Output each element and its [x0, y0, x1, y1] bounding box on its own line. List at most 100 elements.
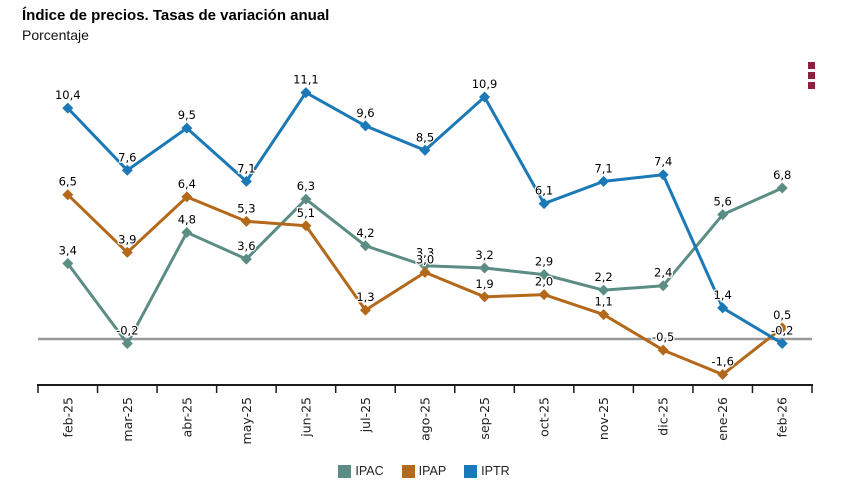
data-label-ipac: 3,2	[475, 248, 493, 262]
data-label-ipac: 6,8	[773, 168, 791, 182]
data-label-ipac: 4,8	[178, 212, 196, 226]
data-point-marker-iptr	[62, 102, 74, 114]
data-point-marker-iptr	[419, 144, 431, 156]
chart-legend: IPAC IPAP IPTR	[0, 464, 848, 478]
data-label-ipap: 6,4	[178, 177, 196, 191]
x-axis-label: ene-26	[715, 397, 730, 441]
data-label-ipac: 2,9	[535, 255, 553, 269]
data-label-iptr: 11,1	[293, 73, 319, 87]
data-point-marker-iptr	[538, 198, 550, 210]
data-label-ipap: 1,1	[594, 295, 612, 309]
legend-label-ipac: IPAC	[355, 464, 384, 478]
data-label-ipap: 3,0	[416, 252, 434, 266]
data-point-marker-ipap	[717, 369, 729, 381]
kebab-dot	[808, 62, 815, 69]
data-label-ipac: 6,3	[297, 179, 315, 193]
x-axis-label: abr-25	[179, 397, 194, 437]
data-label-ipac: -0,2	[116, 323, 138, 337]
x-axis-label: jul-25	[358, 397, 373, 433]
data-point-marker-ipac	[598, 284, 610, 296]
data-label-iptr: 10,4	[55, 88, 81, 102]
x-axis-label: dic-25	[656, 397, 671, 436]
data-label-ipap: -0,5	[652, 330, 674, 344]
data-point-marker-ipac	[776, 182, 788, 194]
kebab-menu-icon[interactable]	[808, 62, 818, 89]
data-label-ipac: 4,2	[356, 226, 374, 240]
kebab-dot	[808, 82, 815, 89]
data-label-ipac: 2,2	[594, 270, 612, 284]
chart-header: Índice de precios. Tasas de variación an…	[22, 6, 329, 45]
data-label-iptr: 7,1	[594, 161, 612, 175]
data-label-ipap: 5,3	[237, 201, 255, 215]
data-label-iptr: 1,4	[714, 288, 732, 302]
data-point-marker-ipac	[479, 262, 491, 274]
x-axis-label: ago-25	[418, 397, 433, 441]
data-label-ipap: 5,1	[297, 206, 315, 220]
data-label-ipap: 6,5	[59, 175, 77, 189]
legend-label-ipap: IPAP	[418, 464, 447, 478]
data-point-marker-ipap	[300, 220, 312, 232]
legend-swatch-ipap	[401, 464, 415, 478]
legend-item-ipap[interactable]: IPAP	[401, 464, 447, 478]
legend-swatch-iptr	[464, 464, 478, 478]
data-label-iptr: 10,9	[472, 77, 498, 91]
data-point-marker-ipac	[121, 337, 133, 349]
data-point-marker-iptr	[240, 175, 252, 187]
data-point-marker-ipap	[62, 189, 74, 201]
data-point-marker-iptr	[657, 169, 669, 181]
legend-item-ipac[interactable]: IPAC	[338, 464, 384, 478]
legend-swatch-ipac	[338, 464, 352, 478]
data-label-ipap: 2,0	[535, 275, 553, 289]
x-axis-label: sep-25	[477, 397, 492, 440]
data-label-iptr: 6,1	[535, 184, 553, 198]
data-label-iptr: 8,5	[416, 130, 434, 144]
data-label-iptr: 7,4	[654, 155, 672, 169]
data-point-marker-ipap	[657, 344, 669, 356]
data-point-marker-iptr	[181, 122, 193, 134]
data-label-ipac: 5,6	[714, 195, 732, 209]
legend-label-iptr: IPTR	[481, 464, 510, 478]
data-label-ipap: -1,6	[711, 355, 733, 369]
data-point-marker-ipap	[538, 289, 550, 301]
data-point-marker-ipap	[479, 291, 491, 303]
data-label-ipap: 1,9	[475, 277, 493, 291]
data-point-marker-ipap	[419, 266, 431, 278]
data-point-marker-ipap	[181, 191, 193, 203]
data-point-marker-ipac	[62, 258, 74, 270]
line-chart-canvas: feb-25 mar-25 abr-25 may-25 jun-25 jul-25 ago-…	[37, 71, 813, 444]
data-point-marker-ipap	[240, 215, 252, 227]
x-axis-label: feb-25	[60, 397, 75, 437]
data-label-iptr: -0,2	[771, 323, 793, 337]
data-label-ipac: 3,4	[59, 244, 77, 258]
data-point-marker-ipap	[121, 246, 133, 258]
chart-subtitle: Porcentaje	[22, 27, 89, 43]
data-point-marker-iptr	[776, 337, 788, 349]
data-point-marker-iptr	[479, 91, 491, 103]
data-point-marker-ipap	[359, 304, 371, 316]
x-axis-label: oct-25	[537, 397, 552, 437]
data-point-marker-ipac	[240, 253, 252, 265]
legend-item-iptr[interactable]: IPTR	[464, 464, 510, 478]
data-label-ipap: 1,3	[356, 290, 374, 304]
x-axis-label: mar-25	[120, 397, 135, 442]
data-point-marker-ipap	[598, 309, 610, 321]
x-axis-label: may-25	[239, 397, 254, 444]
data-point-marker-ipap	[776, 322, 788, 334]
data-label-iptr: 9,6	[356, 106, 374, 120]
data-label-iptr: 9,5	[178, 108, 196, 122]
data-point-marker-ipac	[717, 209, 729, 221]
kebab-dot	[808, 72, 815, 79]
data-point-marker-ipac	[538, 269, 550, 281]
x-axis-label: jun-25	[298, 397, 313, 438]
x-axis-label: nov-25	[596, 397, 611, 440]
data-label-ipap: 0,5	[773, 308, 791, 322]
data-label-ipap: 3,9	[118, 232, 136, 246]
data-label-iptr: 7,1	[237, 161, 255, 175]
x-axis-label: feb-26	[775, 397, 790, 437]
data-point-marker-iptr	[717, 302, 729, 314]
chart-title: Índice de precios. Tasas de variación an…	[22, 7, 330, 24]
data-point-marker-ipac	[657, 280, 669, 292]
series-line-ipap	[66, 193, 784, 377]
data-point-marker-ipac	[300, 193, 312, 205]
